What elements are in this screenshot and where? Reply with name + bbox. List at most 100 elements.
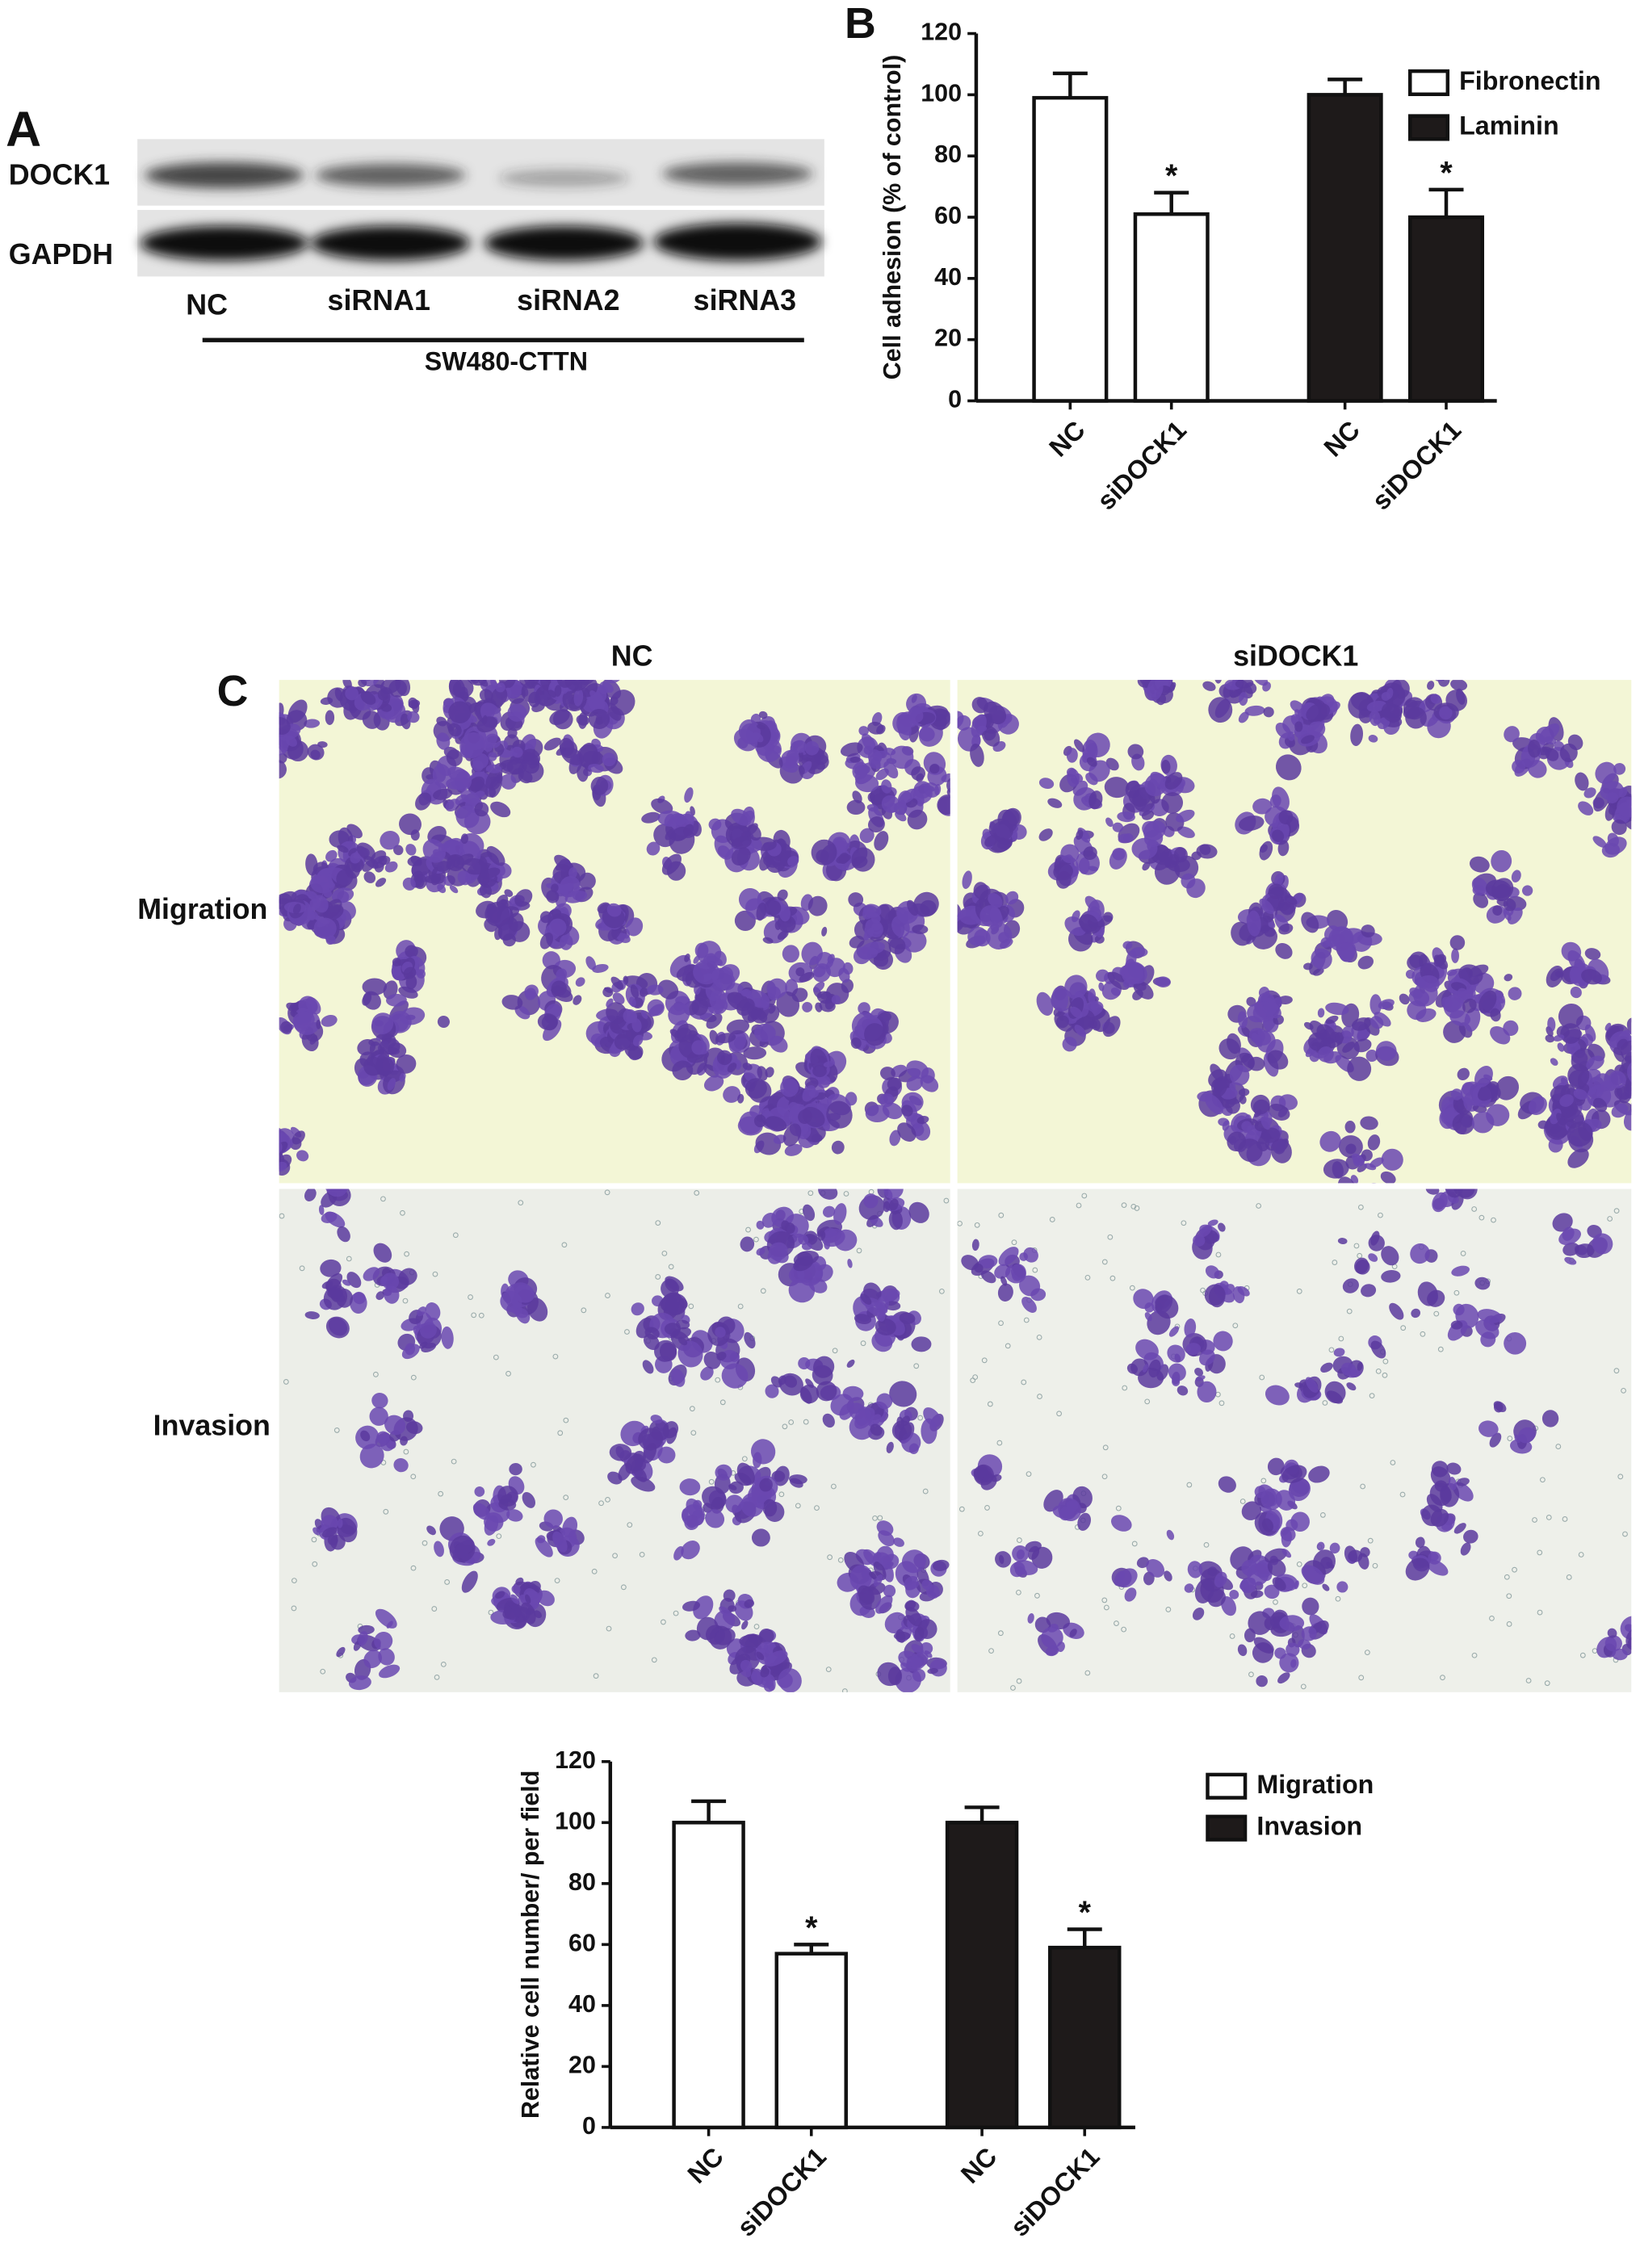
cell (1325, 933, 1345, 947)
cell (1195, 1375, 1206, 1381)
cell (805, 1378, 814, 1388)
cell (305, 853, 318, 876)
cell (1027, 1613, 1034, 1624)
cell (888, 937, 906, 954)
pore (988, 1648, 994, 1654)
cell (1205, 1093, 1223, 1115)
cell (1325, 1015, 1339, 1025)
cell (1546, 966, 1564, 988)
cell (1348, 1549, 1363, 1562)
pore (403, 1448, 409, 1455)
cell (1213, 1331, 1233, 1352)
cell (758, 711, 768, 719)
pore (1532, 1517, 1537, 1523)
cell (912, 924, 929, 934)
cell (812, 1065, 827, 1078)
bar (1032, 95, 1109, 403)
pore (291, 1578, 297, 1584)
cell (279, 717, 291, 735)
cell (852, 761, 869, 780)
pore (279, 1213, 285, 1219)
pore (410, 1565, 417, 1571)
cell (738, 887, 761, 912)
pore (478, 1312, 484, 1318)
cell (801, 1243, 812, 1251)
cell (1450, 680, 1468, 691)
cell (296, 1150, 309, 1162)
cell (1260, 844, 1268, 853)
cell (447, 854, 465, 871)
pore (661, 1619, 666, 1625)
cell (1302, 1597, 1319, 1616)
cell (348, 1675, 371, 1691)
cell (875, 1318, 896, 1335)
cell (539, 911, 552, 924)
cell (782, 945, 799, 963)
cell (1361, 1284, 1377, 1297)
cell (1617, 1038, 1628, 1050)
cell (1612, 1648, 1628, 1661)
cell (337, 1518, 343, 1528)
cell (795, 967, 805, 977)
pore (690, 1430, 697, 1436)
pore (1360, 1483, 1366, 1490)
cell (816, 849, 829, 863)
cell (737, 1093, 745, 1104)
cell (950, 954, 957, 964)
cell (1155, 1294, 1179, 1319)
cell (1635, 1004, 1640, 1026)
cell (815, 1002, 823, 1012)
cell (500, 1291, 522, 1313)
y-axis-title: Cell adhesion (% of control) (879, 55, 906, 379)
cell (977, 1465, 988, 1480)
cell (1381, 1246, 1399, 1266)
cell (1584, 1024, 1596, 1042)
column-label: siDOCK1 (1233, 640, 1358, 673)
cell (489, 776, 502, 798)
cell (685, 1629, 701, 1641)
cell (416, 1306, 426, 1317)
pore (715, 1377, 721, 1383)
cell (324, 899, 342, 919)
cell (1340, 1362, 1357, 1377)
cell (585, 956, 596, 971)
cell (460, 833, 469, 845)
pore (689, 1406, 695, 1412)
cell (920, 1641, 933, 1654)
cell (1073, 739, 1085, 753)
bands (140, 161, 822, 261)
cell (413, 874, 427, 890)
cell (1009, 1562, 1026, 1578)
cell (818, 1188, 838, 1200)
cell (1486, 1104, 1510, 1126)
pore (1076, 1202, 1082, 1209)
cell (1553, 1034, 1565, 1042)
cell (602, 753, 616, 767)
cell (279, 1128, 295, 1153)
cell (1123, 833, 1134, 843)
cell (974, 1263, 984, 1273)
pore (913, 1363, 920, 1369)
cell (1446, 1462, 1462, 1475)
pore (1399, 1491, 1406, 1498)
cell (279, 1161, 287, 1172)
cell (760, 1667, 770, 1678)
pore (404, 1251, 410, 1257)
x-tick-label: NC (1043, 415, 1090, 462)
cell (1360, 1116, 1378, 1130)
pore (958, 1506, 965, 1512)
pore (1382, 1358, 1389, 1365)
cell (579, 742, 598, 769)
cell (410, 829, 420, 841)
cell (1462, 998, 1477, 1013)
pore (1296, 1561, 1302, 1567)
cell (1352, 1153, 1365, 1166)
cell (744, 1331, 756, 1349)
cell (1294, 1382, 1304, 1388)
cells (950, 680, 1640, 1184)
cell (816, 1381, 837, 1402)
cell (907, 809, 928, 830)
cell (279, 891, 297, 905)
pore (1489, 1615, 1495, 1621)
cell (842, 1386, 864, 1402)
